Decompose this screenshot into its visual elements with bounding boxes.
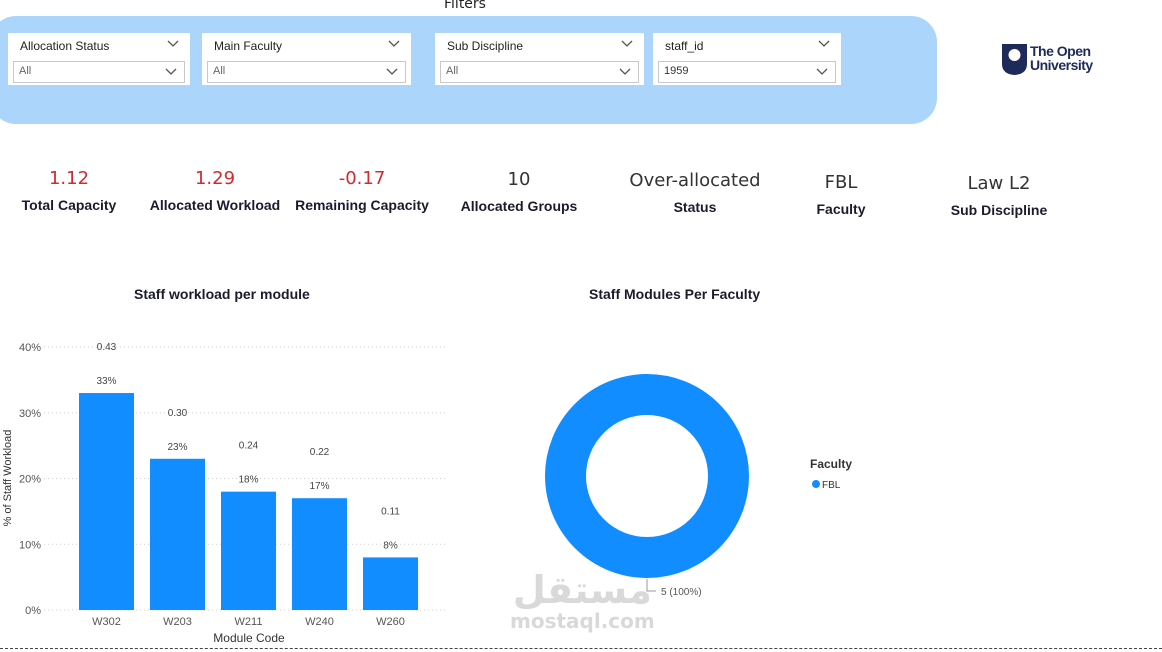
filter-allocation-status[interactable]: Allocation Status All bbox=[8, 33, 190, 85]
bar-w240[interactable] bbox=[292, 498, 347, 610]
y-tick-label: 10% bbox=[19, 539, 41, 551]
chevron-down-icon[interactable] bbox=[166, 37, 180, 51]
bar-secondary-label: 0.11 bbox=[381, 506, 400, 517]
legend-title: Faculty bbox=[810, 457, 852, 471]
kpi-value: Over-allocated bbox=[629, 170, 761, 191]
bar-secondary-label: 0.24 bbox=[239, 441, 259, 452]
filter-select[interactable]: All bbox=[440, 61, 639, 83]
filter-label: Allocation Status bbox=[20, 39, 110, 53]
bar-value-label: 17% bbox=[309, 481, 329, 492]
filter-value: All bbox=[213, 65, 226, 77]
kpi-remaining-capacity: -0.17 Remaining Capacity bbox=[291, 168, 433, 213]
chevron-down-icon[interactable] bbox=[387, 37, 401, 51]
x-axis-label: Module Code bbox=[213, 631, 285, 645]
filter-label: Main Faculty bbox=[214, 39, 283, 53]
bar-value-label: 18% bbox=[238, 475, 258, 486]
bar-value-label: 23% bbox=[167, 442, 187, 453]
filter-main-faculty[interactable]: Main Faculty All bbox=[202, 33, 411, 85]
filter-select[interactable]: All bbox=[13, 61, 185, 83]
y-axis-label: % of Staff Workload bbox=[2, 430, 14, 527]
filter-select[interactable]: All bbox=[207, 61, 406, 83]
x-tick-label: W211 bbox=[235, 616, 263, 628]
watermark-url: mostaql.com bbox=[510, 609, 655, 633]
bar-value-label: 8% bbox=[383, 540, 398, 551]
filter-staff-id[interactable]: staff_id 1959 bbox=[653, 33, 841, 85]
bar-secondary-label: 0.22 bbox=[310, 447, 330, 458]
kpi-allocated-groups: 10 Allocated Groups bbox=[449, 169, 589, 214]
logo-line-2: University bbox=[1030, 57, 1093, 73]
kpi-value: Law L2 bbox=[967, 173, 1031, 194]
kpi-label: Faculty bbox=[816, 201, 866, 217]
kpi-value: 10 bbox=[507, 169, 531, 190]
kpi-label: Status bbox=[673, 199, 717, 215]
kpi-value: 1.29 bbox=[194, 168, 236, 189]
chevron-down-icon[interactable] bbox=[385, 65, 399, 79]
watermark-arabic: مستقل bbox=[512, 568, 652, 612]
bar-w211[interactable] bbox=[221, 491, 276, 610]
filter-value: All bbox=[446, 65, 459, 77]
kpi-label: Total Capacity bbox=[21, 197, 117, 213]
kpi-value: -0.17 bbox=[338, 168, 386, 189]
legend-marker bbox=[812, 480, 820, 488]
bar-chart-title: Staff workload per module bbox=[134, 286, 310, 302]
bar-w203[interactable] bbox=[150, 458, 205, 610]
legend-item-fbl[interactable]: FBL bbox=[822, 480, 841, 491]
kpi-label: Allocated Workload bbox=[149, 197, 281, 213]
kpi-label: Allocated Groups bbox=[460, 198, 578, 214]
filter-select[interactable]: 1959 bbox=[658, 61, 836, 83]
chevron-down-icon[interactable] bbox=[618, 65, 632, 79]
bar-chart: 0% 10% 20% 30% 40% 33% 0.43 23% 0.30 18% 0.24 17% 0… bbox=[2, 342, 448, 645]
bottom-divider bbox=[0, 648, 1162, 649]
logo-text: The Open University bbox=[1030, 44, 1093, 72]
bar-secondary-label: 0.30 bbox=[168, 408, 188, 419]
chevron-down-icon[interactable] bbox=[815, 65, 829, 79]
donut-leader-line bbox=[646, 579, 656, 592]
x-tick-label: W302 bbox=[92, 616, 121, 628]
chevron-down-icon[interactable] bbox=[164, 65, 178, 79]
filter-sub-discipline[interactable]: Sub Discipline All bbox=[435, 33, 644, 85]
x-tick-label: W203 bbox=[163, 616, 192, 628]
filters-title: Filters bbox=[444, 0, 486, 12]
kpi-total-capacity: 1.12 Total Capacity bbox=[9, 168, 129, 213]
filter-label: staff_id bbox=[665, 39, 704, 53]
chevron-down-icon[interactable] bbox=[620, 37, 634, 51]
kpi-value: 1.12 bbox=[48, 168, 90, 189]
filter-label: Sub Discipline bbox=[447, 39, 524, 53]
bar-value-label: 33% bbox=[96, 376, 116, 387]
donut-chart-title: Staff Modules Per Faculty bbox=[589, 286, 761, 302]
watermark: مستقل mostaql.com bbox=[510, 570, 655, 632]
x-tick-label: W260 bbox=[376, 616, 405, 628]
filter-value: 1959 bbox=[664, 65, 689, 77]
logo-line-1: The Open bbox=[1030, 43, 1091, 59]
bar-secondary-label: 0.43 bbox=[97, 342, 117, 353]
y-tick-label: 0% bbox=[25, 605, 41, 617]
kpi-allocated-workload: 1.29 Allocated Workload bbox=[145, 168, 285, 213]
kpi-status: Over-allocated Status bbox=[620, 170, 770, 215]
kpi-value: FBL bbox=[824, 172, 858, 193]
x-tick-label: W240 bbox=[305, 616, 334, 628]
donut-slice-fbl[interactable] bbox=[545, 374, 749, 578]
open-university-shield-icon bbox=[1002, 44, 1027, 75]
kpi-label: Sub Discipline bbox=[950, 202, 1048, 218]
kpi-sub-discipline: Law L2 Sub Discipline bbox=[939, 173, 1059, 218]
bar-w302[interactable] bbox=[79, 393, 134, 610]
donut-slice-label: 5 (100%) bbox=[661, 587, 702, 598]
y-tick-label: 40% bbox=[19, 342, 41, 354]
bar-w260[interactable] bbox=[363, 557, 418, 610]
y-tick-label: 20% bbox=[19, 474, 41, 486]
y-tick-label: 30% bbox=[19, 408, 41, 420]
filter-value: All bbox=[19, 65, 32, 77]
donut-chart: 5 (100%) Faculty FBL bbox=[545, 374, 852, 598]
kpi-label: Remaining Capacity bbox=[295, 197, 429, 213]
kpi-faculty: FBL Faculty bbox=[796, 172, 886, 217]
chevron-down-icon[interactable] bbox=[817, 37, 831, 51]
